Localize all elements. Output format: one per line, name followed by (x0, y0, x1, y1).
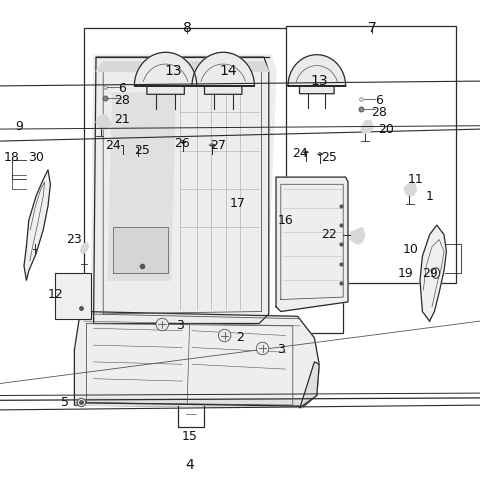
Polygon shape (288, 55, 346, 94)
Text: 21: 21 (115, 113, 130, 126)
Circle shape (218, 329, 231, 342)
Text: 22: 22 (321, 228, 336, 241)
Text: 2: 2 (236, 331, 244, 345)
Text: 3: 3 (176, 319, 184, 332)
Polygon shape (276, 177, 348, 311)
Polygon shape (134, 52, 197, 94)
Text: 28: 28 (371, 106, 387, 119)
Text: 8: 8 (183, 21, 192, 35)
Bar (286, 26, 456, 283)
Polygon shape (404, 182, 417, 196)
Text: 28: 28 (114, 94, 131, 107)
Polygon shape (96, 62, 269, 71)
Polygon shape (79, 398, 300, 407)
Bar (55, 273, 91, 319)
Text: 29: 29 (422, 267, 437, 280)
Text: 4: 4 (185, 458, 194, 472)
Text: 5: 5 (61, 396, 69, 409)
Polygon shape (96, 115, 110, 129)
Text: 20: 20 (378, 123, 395, 136)
Text: 23: 23 (67, 233, 82, 246)
Text: 12: 12 (48, 288, 63, 301)
Polygon shape (113, 227, 168, 273)
Text: 13: 13 (164, 64, 181, 78)
Text: 30: 30 (28, 151, 44, 164)
Polygon shape (94, 57, 269, 323)
Text: 10: 10 (402, 242, 419, 256)
Polygon shape (91, 55, 276, 326)
Polygon shape (24, 170, 50, 280)
Text: 27: 27 (210, 139, 227, 152)
Text: 6: 6 (119, 82, 126, 95)
Text: 14: 14 (219, 64, 237, 78)
Text: 24: 24 (105, 139, 120, 152)
Text: 25: 25 (133, 144, 150, 157)
Polygon shape (300, 362, 319, 407)
Text: 15: 15 (181, 430, 198, 443)
Text: 9: 9 (15, 120, 23, 133)
Text: 24: 24 (292, 146, 308, 159)
Text: 26: 26 (175, 137, 190, 150)
Polygon shape (81, 242, 89, 254)
Bar (84, 28, 343, 333)
Text: 11: 11 (408, 173, 423, 186)
Text: 1: 1 (426, 190, 433, 203)
Polygon shape (108, 93, 175, 280)
Text: 25: 25 (321, 151, 337, 164)
Polygon shape (361, 120, 373, 134)
Text: 13: 13 (311, 74, 328, 88)
Text: 6: 6 (375, 94, 383, 107)
Circle shape (156, 318, 168, 330)
Circle shape (256, 342, 269, 355)
Text: 19: 19 (398, 267, 413, 280)
Text: 18: 18 (4, 151, 20, 164)
Text: 7: 7 (368, 21, 376, 35)
Text: 3: 3 (277, 344, 285, 357)
Polygon shape (74, 311, 319, 407)
Polygon shape (192, 52, 254, 94)
Polygon shape (420, 225, 446, 321)
Text: 16: 16 (278, 214, 293, 227)
Text: 17: 17 (229, 197, 246, 210)
Polygon shape (350, 227, 365, 244)
